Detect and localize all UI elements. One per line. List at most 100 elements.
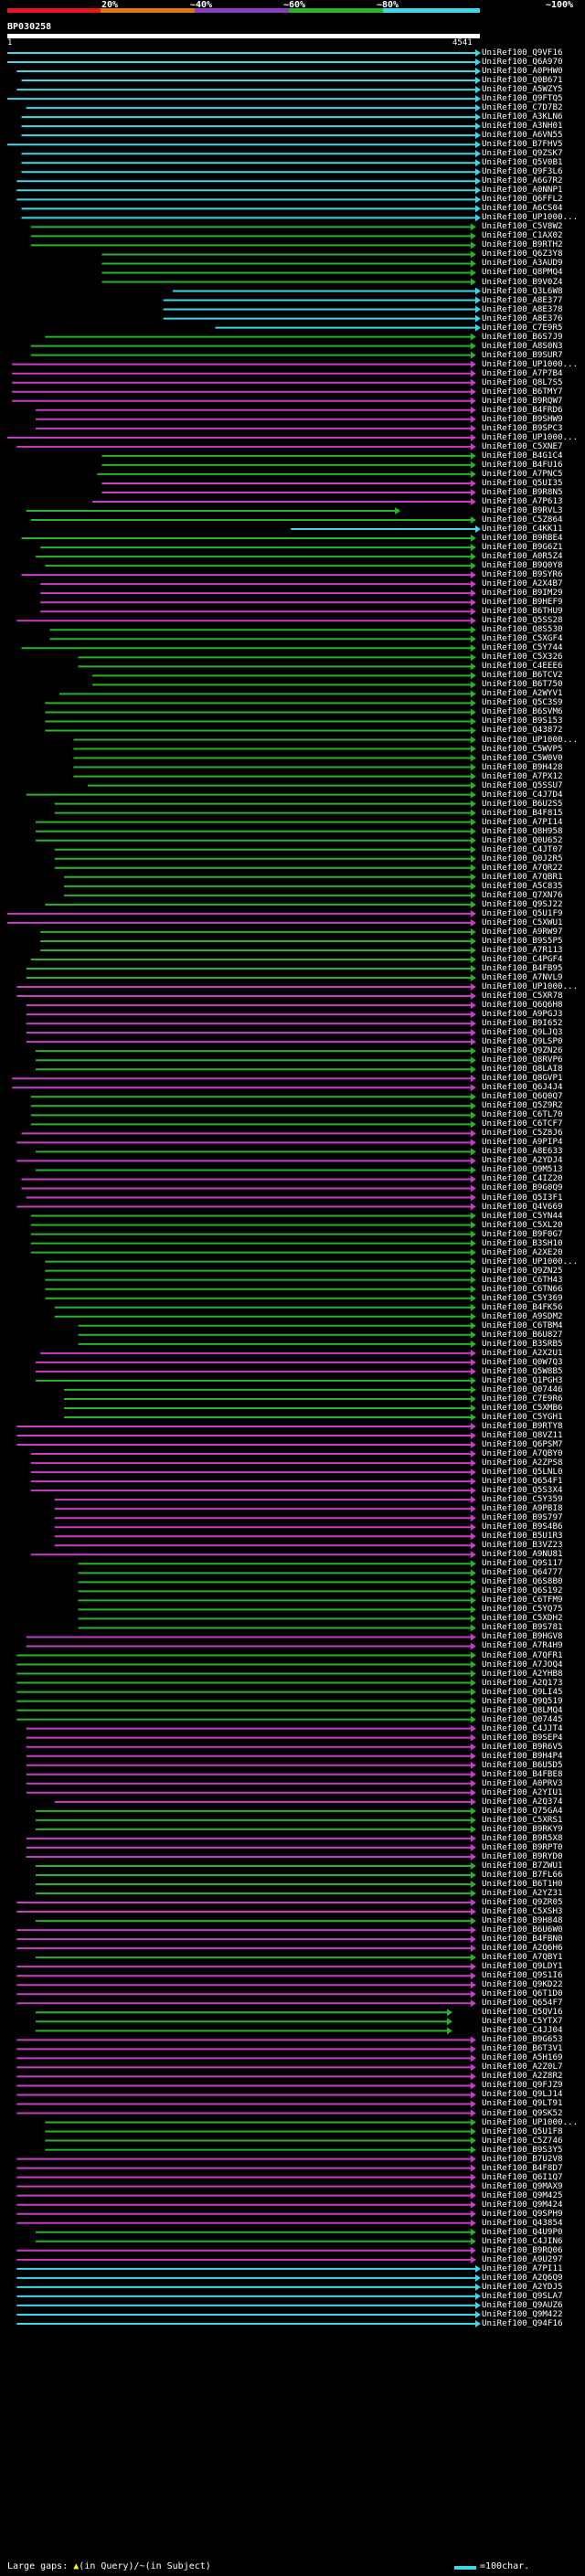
- hit-label[interactable]: UniRef100_B7ZWU1: [482, 1860, 563, 1871]
- hit-label[interactable]: UniRef100_Q5I3F1: [482, 1192, 563, 1203]
- hit-label[interactable]: UniRef100_B9SEP4: [482, 1732, 563, 1743]
- hit-label[interactable]: UniRef100_B6U5D5: [482, 1759, 563, 1770]
- hit-label[interactable]: UniRef100_C6TN66: [482, 1283, 563, 1294]
- hit-label[interactable]: UniRef100_C5Z746: [482, 2135, 563, 2146]
- hit-label[interactable]: UniRef100_C5W0V0: [482, 752, 563, 763]
- hit-label[interactable]: UniRef100_Q43872: [482, 725, 563, 736]
- hit-label[interactable]: UniRef100_Q9LSP0: [482, 1036, 563, 1047]
- hit-label[interactable]: UniRef100_Q654F1: [482, 1476, 563, 1487]
- hit-label[interactable]: UniRef100_B9RYD0: [482, 1850, 563, 1861]
- hit-label[interactable]: UniRef100_B9I652: [482, 1018, 563, 1029]
- hit-label[interactable]: UniRef100_UP1000...: [482, 431, 579, 442]
- hit-label[interactable]: UniRef100_Q9SJ22: [482, 898, 563, 909]
- hit-label[interactable]: UniRef100_Q9ZSK7: [482, 148, 563, 159]
- hit-label[interactable]: UniRef100_C4JIN6: [482, 2235, 563, 2246]
- hit-label[interactable]: UniRef100_C4IZ20: [482, 1173, 563, 1184]
- hit-label[interactable]: UniRef100_UP1000...: [482, 734, 579, 745]
- hit-label[interactable]: UniRef100_B9S153: [482, 716, 563, 726]
- hit-label[interactable]: UniRef100_Q6FFL2: [482, 194, 563, 205]
- hit-label[interactable]: UniRef100_A6VN55: [482, 130, 563, 141]
- hit-label[interactable]: UniRef100_B6U2S5: [482, 798, 563, 809]
- hit-label[interactable]: UniRef100_Q8PMQ4: [482, 267, 563, 278]
- hit-label[interactable]: UniRef100_B6U6W0: [482, 1924, 563, 1935]
- hit-label[interactable]: UniRef100_B9Q0Y8: [482, 560, 563, 571]
- hit-label[interactable]: UniRef100_A2YIU1: [482, 1786, 563, 1797]
- hit-label[interactable]: UniRef100_Q0J2R5: [482, 853, 563, 864]
- hit-label[interactable]: UniRef100_A2X2U1: [482, 1347, 563, 1358]
- hit-label[interactable]: UniRef100_C7D7B2: [482, 102, 563, 113]
- hit-label[interactable]: UniRef100_A3NH01: [482, 121, 563, 132]
- hit-label[interactable]: UniRef100_C5V8W2: [482, 221, 563, 232]
- hit-label[interactable]: UniRef100_B7FL66: [482, 1869, 563, 1880]
- hit-label[interactable]: UniRef100_B4FU16: [482, 459, 563, 470]
- hit-label[interactable]: UniRef100_C4JJT4: [482, 1723, 563, 1733]
- hit-label[interactable]: UniRef100_A7NVL9: [482, 972, 563, 983]
- hit-label[interactable]: UniRef100_B9R8N5: [482, 486, 563, 497]
- hit-label[interactable]: UniRef100_B4G1C4: [482, 450, 563, 461]
- hit-label[interactable]: UniRef100_A3AUD9: [482, 258, 563, 269]
- hit-label[interactable]: UniRef100_B9H4P4: [482, 1750, 563, 1761]
- hit-label[interactable]: UniRef100_Q9ZR05: [482, 1897, 563, 1908]
- hit-label[interactable]: UniRef100_B9G0Q9: [482, 1182, 563, 1193]
- hit-label[interactable]: UniRef100_B9S5P5: [482, 935, 563, 946]
- hit-label[interactable]: UniRef100_B9RQ06: [482, 2244, 563, 2255]
- hit-label[interactable]: UniRef100_C5YQ75: [482, 1604, 563, 1615]
- hit-label[interactable]: UniRef100_UP1000...: [482, 981, 579, 992]
- hit-label[interactable]: UniRef100_A5C835: [482, 880, 563, 891]
- hit-label[interactable]: UniRef100_Q9LT91: [482, 2098, 563, 2109]
- hit-label[interactable]: UniRef100_Q0U652: [482, 834, 563, 845]
- hit-label[interactable]: UniRef100_C5XL20: [482, 1219, 563, 1230]
- hit-label[interactable]: UniRef100_Q5U1F8: [482, 2125, 563, 2136]
- hit-label[interactable]: UniRef100_A2YZ31: [482, 1888, 563, 1899]
- hit-label[interactable]: UniRef100_B9IM29: [482, 588, 563, 599]
- hit-label[interactable]: UniRef100_B3VZ23: [482, 1540, 563, 1551]
- hit-label[interactable]: UniRef100_B5U1R3: [482, 1531, 563, 1542]
- hit-label[interactable]: UniRef100_B7FHV5: [482, 139, 563, 150]
- hit-label[interactable]: UniRef100_A0PHW0: [482, 66, 563, 77]
- hit-label[interactable]: UniRef100_A8S0N3: [482, 340, 563, 351]
- hit-label[interactable]: UniRef100_C7E9R6: [482, 1393, 563, 1404]
- hit-label[interactable]: UniRef100_Q6S8B0: [482, 1576, 563, 1587]
- hit-label[interactable]: UniRef100_B4FRD6: [482, 404, 563, 415]
- hit-label[interactable]: UniRef100_Q9F3L6: [482, 166, 563, 177]
- hit-label[interactable]: UniRef100_C5YGH1: [482, 1411, 563, 1422]
- hit-label[interactable]: UniRef100_Q43854: [482, 2217, 563, 2228]
- hit-label[interactable]: UniRef100_Q7XN76: [482, 889, 563, 900]
- hit-label[interactable]: UniRef100_C5XMB6: [482, 1402, 563, 1413]
- hit-label[interactable]: UniRef100_A7PX12: [482, 770, 563, 781]
- hit-label[interactable]: UniRef100_A6G7R2: [482, 175, 563, 186]
- hit-label[interactable]: UniRef100_A7R113: [482, 944, 563, 955]
- hit-label[interactable]: UniRef100_Q8VZ11: [482, 1430, 563, 1441]
- hit-label[interactable]: UniRef100_C4J7D4: [482, 789, 563, 800]
- hit-label[interactable]: UniRef100_B4FB95: [482, 963, 563, 973]
- hit-label[interactable]: UniRef100_A7PI14: [482, 816, 563, 827]
- hit-label[interactable]: UniRef100_A2Q6H6: [482, 1943, 563, 1954]
- hit-label[interactable]: UniRef100_Q5QV16: [482, 2007, 563, 2018]
- hit-label[interactable]: UniRef100_C6TH43: [482, 1274, 563, 1285]
- hit-label[interactable]: UniRef100_C7E9R5: [482, 322, 563, 333]
- hit-label[interactable]: UniRef100_Q6Z3Y8: [482, 249, 563, 260]
- hit-label[interactable]: UniRef100_B6SVM6: [482, 706, 563, 717]
- hit-label[interactable]: UniRef100_Q8S530: [482, 624, 563, 635]
- hit-label[interactable]: UniRef100_B6T3V1: [482, 2043, 563, 2054]
- hit-label[interactable]: UniRef100_Q8L7S5: [482, 376, 563, 387]
- hit-label[interactable]: UniRef100_B6T750: [482, 679, 563, 690]
- hit-label[interactable]: UniRef100_Q0W7Q3: [482, 1356, 563, 1367]
- hit-label[interactable]: UniRef100_C4JT07: [482, 843, 563, 854]
- hit-label[interactable]: UniRef100_C4JJ04: [482, 2025, 563, 2036]
- hit-label[interactable]: UniRef100_Q8LMQ4: [482, 1704, 563, 1715]
- hit-label[interactable]: UniRef100_B9RVL3: [482, 505, 563, 515]
- hit-label[interactable]: UniRef100_Q5C3S9: [482, 697, 563, 708]
- hit-label[interactable]: UniRef100_C6TL70: [482, 1109, 563, 1120]
- hit-label[interactable]: UniRef100_B9SYR6: [482, 569, 563, 580]
- hit-label[interactable]: UniRef100_B9HEF9: [482, 597, 563, 608]
- hit-label[interactable]: UniRef100_C4EEE6: [482, 661, 563, 672]
- hit-label[interactable]: UniRef100_A7P613: [482, 495, 563, 506]
- hit-label[interactable]: UniRef100_B4FK56: [482, 1301, 563, 1312]
- hit-label[interactable]: UniRef100_Q9FTQ5: [482, 93, 563, 104]
- hit-label[interactable]: UniRef100_C6TBM4: [482, 1320, 563, 1330]
- hit-label[interactable]: UniRef100_C5WVP5: [482, 743, 563, 754]
- hit-label[interactable]: UniRef100_C5XR78: [482, 991, 563, 1002]
- hit-label[interactable]: UniRef100_B4FBE8: [482, 1768, 563, 1779]
- hit-label[interactable]: UniRef100_C5YTX7: [482, 2016, 563, 2027]
